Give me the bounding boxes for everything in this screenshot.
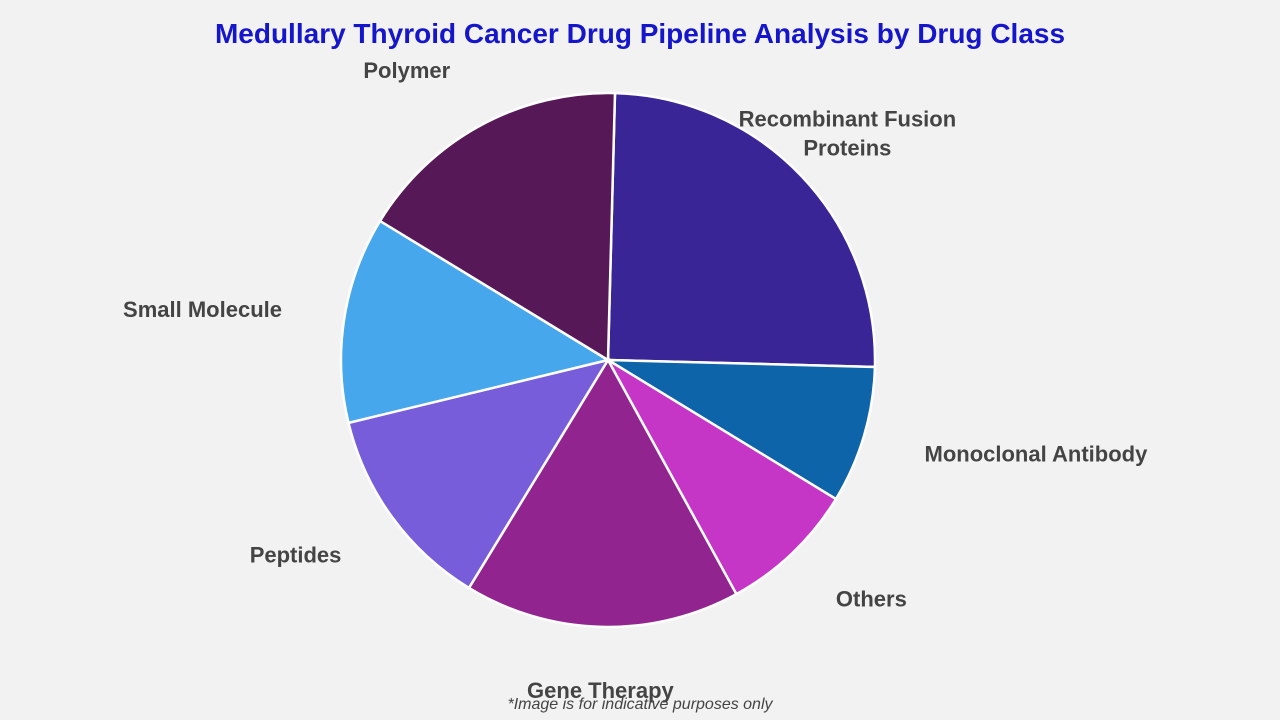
label-line: Polymer — [363, 58, 450, 83]
label-others: Others — [836, 587, 907, 612]
footnote: *Image is for indicative purposes only — [507, 696, 773, 713]
slice-recombinant-fusion-proteins — [606, 91, 877, 369]
label-recombinant-fusion-proteins: Recombinant Fusion Proteins — [739, 106, 957, 160]
label-line: Recombinant Fusion — [739, 106, 957, 131]
label-gene-therapy: Gene Therapy — [527, 678, 674, 703]
slice-others — [604, 356, 838, 596]
slice-polymer — [378, 91, 617, 363]
label-line: Peptides — [250, 543, 342, 568]
label-polymer: Polymer — [363, 58, 450, 83]
label-small-molecule: Small Molecule — [123, 297, 282, 322]
slice-peptides — [347, 358, 611, 590]
label-line: Small Molecule — [123, 297, 282, 322]
label-monoclonal-antibody: Monoclonal Antibody — [925, 441, 1149, 466]
label-line: Monoclonal Antibody — [925, 441, 1149, 466]
slice-small-molecule — [339, 219, 612, 425]
pie-slices — [339, 91, 877, 629]
pie-labels: Recombinant Fusion Proteins Monoclonal Ant… — [123, 58, 1148, 703]
slice-gene-therapy — [467, 357, 739, 629]
chart-title: Medullary Thyroid Cancer Drug Pipeline A… — [214, 18, 1066, 49]
label-peptides: Peptides — [250, 543, 342, 568]
label-line: Proteins — [803, 135, 891, 160]
label-line: Others — [836, 587, 907, 612]
slice-monoclonal-antibody — [603, 358, 877, 501]
label-line: Gene Therapy — [527, 678, 674, 703]
